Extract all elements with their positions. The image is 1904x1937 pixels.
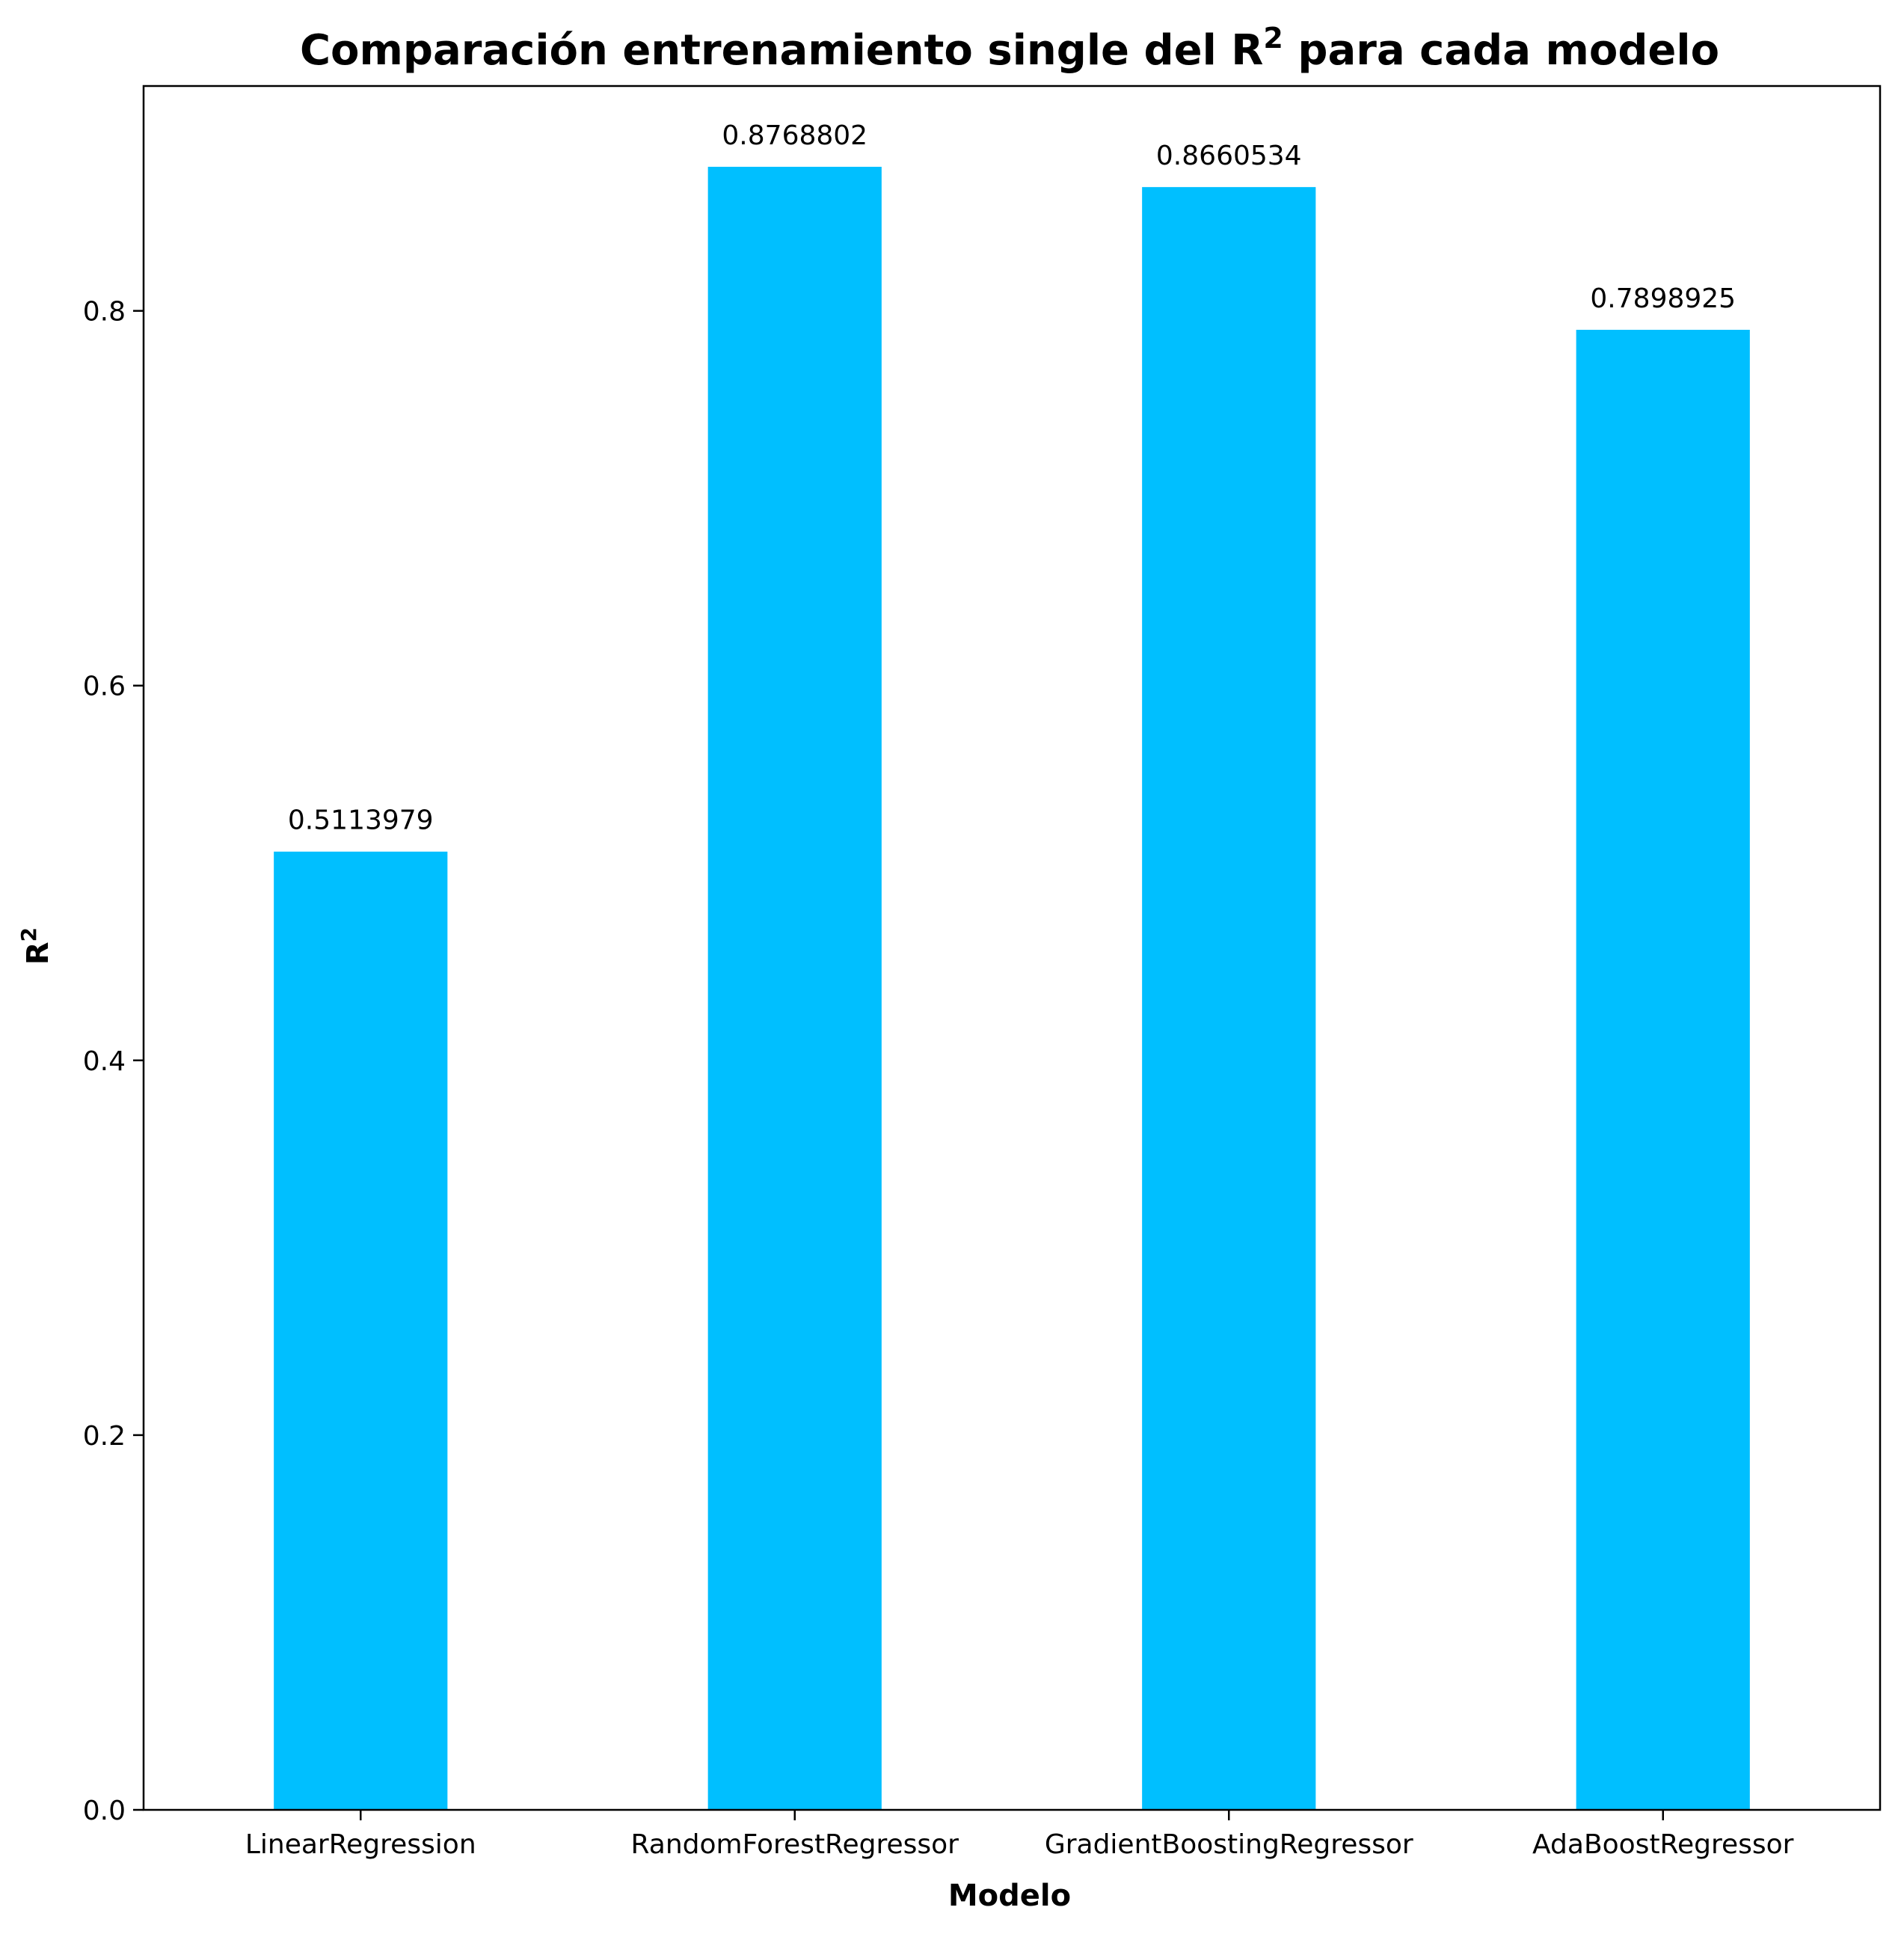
- bar: [274, 851, 448, 1810]
- y-tick-label: 0.2: [83, 1421, 126, 1452]
- y-axis-label: R2: [16, 927, 55, 965]
- x-tick-label: AdaBoostRegressor: [1532, 1829, 1794, 1860]
- bar: [707, 167, 882, 1810]
- x-tick-label: RandomForestRegressor: [631, 1829, 959, 1860]
- data-label: 0.5113979: [288, 805, 434, 836]
- x-tick-label: LinearRegression: [245, 1829, 476, 1860]
- chart-title-suffix: para cada modelo: [1283, 26, 1719, 75]
- y-tick-label: 0.6: [83, 672, 126, 702]
- y-tick-label: 0.0: [83, 1796, 126, 1826]
- data-label: 0.7898925: [1590, 283, 1736, 314]
- y-tick-label: 0.8: [83, 297, 126, 328]
- bar: [1142, 187, 1316, 1811]
- y-axis-label-superscript: 2: [16, 927, 41, 942]
- bar: [1576, 329, 1750, 1811]
- x-axis-label: Modelo: [948, 1879, 1071, 1913]
- plot-frame: [142, 85, 1882, 1811]
- y-tick-label: 0.4: [83, 1046, 126, 1077]
- data-label: 0.8660534: [1156, 141, 1302, 171]
- chart-title-superscript: 2: [1263, 22, 1283, 55]
- data-label: 0.8768802: [722, 120, 867, 151]
- plot-area: 0.5113979 LinearRegression 0.8768802 Random…: [83, 85, 1882, 1860]
- chart-title-main: Comparación entrenamiento single del R: [300, 26, 1263, 75]
- x-tick-label: GradientBoostingRegressor: [1045, 1829, 1413, 1860]
- chart-title: Comparación entrenamiento single del R2 …: [300, 22, 1719, 75]
- y-axis-label-main: R: [21, 942, 55, 965]
